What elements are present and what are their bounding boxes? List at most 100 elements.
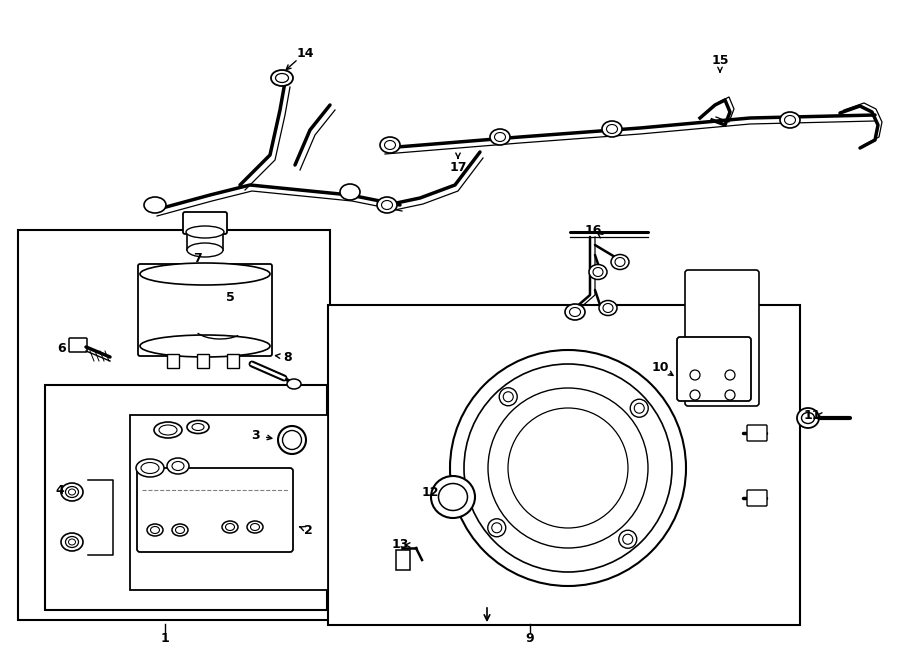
Ellipse shape [150, 526, 159, 534]
Ellipse shape [565, 304, 585, 320]
Circle shape [690, 390, 700, 400]
Ellipse shape [186, 226, 224, 238]
Ellipse shape [68, 489, 76, 495]
Circle shape [725, 370, 735, 380]
Ellipse shape [140, 335, 270, 357]
FancyBboxPatch shape [183, 212, 227, 234]
Ellipse shape [490, 129, 510, 145]
Bar [45, 385, 327, 610]
Text: 2: 2 [303, 524, 312, 536]
Text: 4: 4 [56, 483, 65, 496]
Ellipse shape [172, 461, 184, 471]
Circle shape [503, 392, 513, 402]
Circle shape [725, 390, 735, 400]
Ellipse shape [159, 425, 177, 435]
FancyBboxPatch shape [685, 270, 759, 406]
Circle shape [464, 364, 672, 572]
Circle shape [500, 388, 518, 406]
Text: 12: 12 [421, 485, 439, 498]
Ellipse shape [615, 258, 625, 267]
Ellipse shape [154, 422, 182, 438]
Text: 10: 10 [652, 361, 669, 373]
Ellipse shape [283, 430, 302, 449]
Ellipse shape [603, 303, 613, 312]
Text: 11: 11 [803, 408, 821, 422]
Ellipse shape [438, 483, 467, 510]
FancyBboxPatch shape [138, 264, 272, 356]
Circle shape [619, 530, 637, 548]
Ellipse shape [66, 536, 78, 547]
Bar [227, 354, 239, 368]
Ellipse shape [66, 487, 78, 498]
Ellipse shape [593, 267, 603, 277]
Ellipse shape [192, 424, 204, 430]
Ellipse shape [380, 137, 400, 153]
Bar [396, 550, 410, 570]
Ellipse shape [589, 265, 607, 279]
FancyBboxPatch shape [137, 468, 293, 552]
Ellipse shape [431, 476, 475, 518]
Bar [130, 415, 328, 590]
Circle shape [690, 370, 700, 380]
Ellipse shape [222, 521, 238, 533]
Ellipse shape [147, 524, 163, 536]
FancyBboxPatch shape [677, 337, 751, 401]
Ellipse shape [570, 308, 580, 316]
Text: 14: 14 [296, 46, 314, 60]
Ellipse shape [494, 132, 506, 142]
Ellipse shape [797, 408, 819, 428]
Ellipse shape [226, 524, 235, 530]
Text: 17: 17 [449, 160, 467, 173]
Text: 5: 5 [226, 291, 234, 303]
Ellipse shape [278, 426, 306, 454]
Circle shape [491, 523, 502, 533]
Ellipse shape [802, 412, 814, 424]
Ellipse shape [61, 533, 83, 551]
Ellipse shape [377, 197, 397, 213]
Ellipse shape [144, 197, 166, 213]
Ellipse shape [271, 70, 293, 86]
Bar [328, 305, 800, 625]
Ellipse shape [780, 112, 800, 128]
Text: 3: 3 [251, 428, 259, 442]
Bar [187, 230, 223, 250]
Ellipse shape [141, 463, 159, 473]
Ellipse shape [61, 483, 83, 501]
Text: 1: 1 [160, 632, 169, 645]
Circle shape [623, 534, 633, 544]
Ellipse shape [599, 301, 617, 316]
Ellipse shape [187, 243, 223, 257]
Text: 13: 13 [392, 538, 409, 551]
FancyBboxPatch shape [69, 338, 87, 352]
Ellipse shape [140, 263, 270, 285]
Text: 6: 6 [58, 342, 67, 354]
Ellipse shape [68, 539, 76, 545]
Circle shape [450, 350, 686, 586]
Circle shape [634, 403, 644, 413]
Ellipse shape [287, 379, 301, 389]
Ellipse shape [382, 201, 392, 209]
Ellipse shape [172, 524, 188, 536]
Ellipse shape [602, 121, 622, 137]
Ellipse shape [384, 140, 395, 150]
Ellipse shape [607, 124, 617, 134]
Ellipse shape [247, 521, 263, 533]
Ellipse shape [611, 254, 629, 269]
Text: 7: 7 [193, 252, 202, 265]
Circle shape [630, 399, 648, 417]
Circle shape [508, 408, 628, 528]
Ellipse shape [176, 526, 184, 534]
Ellipse shape [187, 420, 209, 434]
Text: 8: 8 [284, 350, 292, 363]
Bar [197, 354, 209, 368]
Ellipse shape [136, 459, 164, 477]
Text: 16: 16 [584, 224, 602, 236]
Text: 15: 15 [711, 54, 729, 66]
Bar [167, 354, 179, 368]
FancyBboxPatch shape [747, 425, 767, 441]
Ellipse shape [275, 73, 289, 83]
Text: 9: 9 [526, 632, 535, 645]
Circle shape [488, 519, 506, 537]
Ellipse shape [167, 458, 189, 474]
FancyBboxPatch shape [747, 490, 767, 506]
